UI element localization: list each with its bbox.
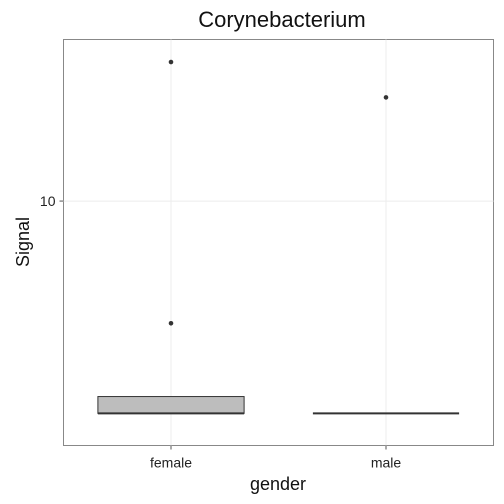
grid-lines: [63, 39, 494, 446]
box-marks: [97, 59, 460, 415]
outlier-point: [168, 59, 174, 65]
outlier-point: [168, 320, 174, 326]
y-axis-title: Signal: [13, 217, 33, 267]
chart-title: Corynebacterium: [198, 7, 366, 32]
y-tick-label: 10: [40, 193, 56, 209]
x-tick-label: male: [371, 455, 402, 471]
outlier-point: [383, 95, 389, 100]
x-tick-label: female: [150, 455, 192, 471]
box-female: [97, 396, 245, 414]
axis-ticks: 10 female male: [40, 193, 401, 470]
x-axis-title: gender: [250, 474, 306, 494]
plot-panel: [63, 39, 494, 446]
